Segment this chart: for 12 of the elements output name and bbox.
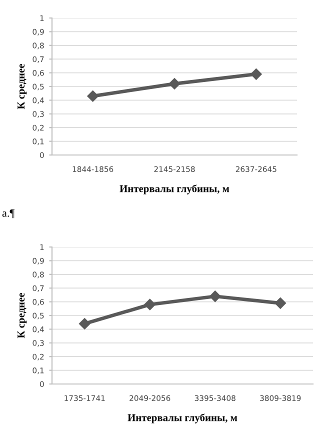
point: [250, 68, 262, 80]
x-axis-title: Интервалы глубины, м: [120, 184, 230, 194]
point: [144, 298, 156, 310]
point: [79, 318, 90, 330]
x-axis-title: Интервалы глубины, м: [128, 414, 238, 424]
point: [210, 290, 221, 302]
point: [87, 90, 98, 102]
text: а.¶: [2, 209, 15, 218]
y-axis-title: К среднее: [18, 64, 27, 110]
y-axis-title: К среднее: [18, 292, 27, 338]
point: [168, 78, 180, 90]
point: [274, 298, 286, 309]
